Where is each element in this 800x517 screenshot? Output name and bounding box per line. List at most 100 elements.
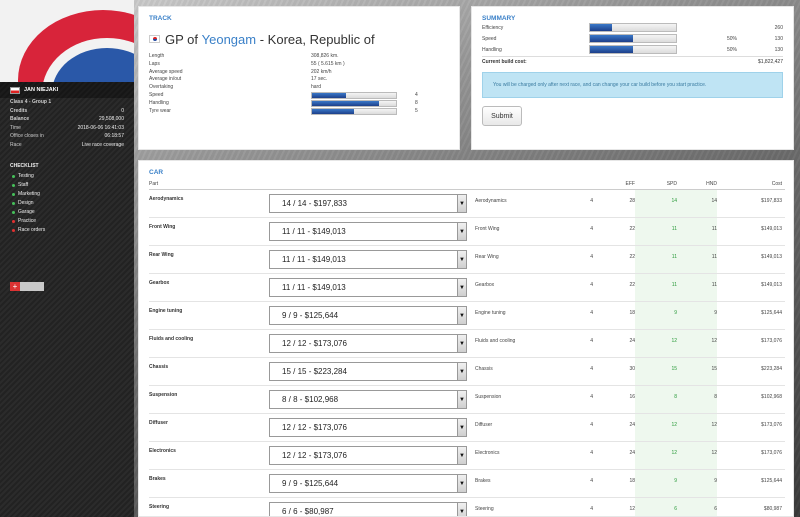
player-info-row: Credits 0 [0, 107, 134, 116]
summary-section-title: SUMMARY [482, 15, 516, 22]
part-cost: $80,987 [763, 506, 782, 512]
summary-bar-fill [590, 35, 633, 42]
part-hnd: 9 [677, 302, 717, 329]
checklist-item-testing[interactable]: Testing [12, 172, 134, 181]
track-bar-value: 5 [415, 107, 418, 114]
part-label: Chassis [475, 366, 493, 372]
dropdown-arrow-icon[interactable]: ▼ [457, 503, 466, 516]
player-info-row: Balance 29,508,000 [0, 115, 134, 124]
part-level-select[interactable]: 9 / 9 - $125,644 ▼ [269, 306, 467, 325]
dropdown-arrow-icon[interactable]: ▼ [457, 307, 466, 324]
build-cost-value: $1,822,427 [757, 59, 783, 65]
track-info-value: 202 km/h [311, 68, 332, 75]
checklist-item-garage[interactable]: Garage [12, 208, 134, 217]
part-level: 4 [590, 366, 593, 372]
part-level: 4 [590, 310, 593, 316]
part-level-select[interactable]: 15 / 15 - $223,284 ▼ [269, 362, 467, 381]
part-level-select[interactable]: 9 / 9 - $125,644 ▼ [269, 474, 467, 493]
checklist-item-marketing[interactable]: Marketing [12, 190, 134, 199]
part-level-value: 8 / 8 - $102,968 [282, 395, 339, 404]
part-hnd: 11 [677, 218, 717, 245]
switch-box [20, 282, 44, 291]
track-info-key: Laps [149, 60, 160, 67]
part-cost: $149,013 [761, 226, 782, 232]
track-info-key: Average in/out [149, 76, 182, 83]
part-level-select[interactable]: 12 / 12 - $173,076 ▼ [269, 418, 467, 437]
player-info-value: 0 [121, 107, 124, 114]
checklist-item-design[interactable]: Design [12, 199, 134, 208]
track-bar-row: Speed 4 [149, 92, 449, 100]
dropdown-arrow-icon[interactable]: ▼ [457, 279, 466, 296]
part-level-value: 14 / 14 - $197,833 [282, 199, 347, 208]
part-cost: $173,076 [761, 450, 782, 456]
dropdown-arrow-icon[interactable]: ▼ [457, 363, 466, 380]
track-bar-key: Speed [149, 91, 164, 98]
part-spd: 11 [635, 246, 677, 273]
col-cost: Cost [771, 181, 782, 187]
track-info: Length 308,826 km. Laps 55 ( 5.615 km ) Aver… [149, 53, 449, 115]
track-bar [311, 107, 397, 115]
part-eff: 22 [629, 282, 635, 288]
part-level-select[interactable]: 14 / 14 - $197,833 ▼ [269, 194, 467, 213]
track-info-value: 308,826 km. [311, 53, 339, 59]
dropdown-arrow-icon[interactable]: ▼ [457, 223, 466, 240]
dropdown-arrow-icon[interactable]: ▼ [457, 391, 466, 408]
part-hnd: 12 [677, 330, 717, 357]
part-label: Aerodynamics [475, 198, 507, 204]
dropdown-arrow-icon[interactable]: ▼ [457, 475, 466, 492]
part-level: 4 [590, 254, 593, 260]
player-info-key: Time [10, 124, 21, 131]
part-cost: $173,076 [761, 338, 782, 344]
player-info-value[interactable]: Live race coverage [81, 141, 124, 148]
summary-key: Handling [482, 46, 502, 53]
car-table-row: Rear Wing 11 / 11 - $149,013 ▼ Rear Wing 4 22… [149, 246, 785, 274]
part-hnd: 8 [677, 386, 717, 413]
part-spd: 8 [635, 386, 677, 413]
checklist-item-label: Marketing [18, 191, 40, 197]
part-select-cell: 6 / 6 - $80,987 ▼ [269, 498, 475, 516]
switch-button[interactable]: + [10, 282, 44, 291]
part-cost: $102,968 [761, 394, 782, 400]
checklist-item-staff[interactable]: Staff [12, 181, 134, 190]
checklist-item-race-orders[interactable]: Race orders [12, 226, 134, 235]
part-select-cell: 12 / 12 - $173,076 ▼ [269, 330, 475, 357]
part-level-select[interactable]: 11 / 11 - $149,013 ▼ [269, 250, 467, 269]
part-name: Rear Wing [149, 252, 174, 258]
part-level-select[interactable]: 11 / 11 - $149,013 ▼ [269, 278, 467, 297]
submit-button[interactable]: Submit [482, 106, 522, 126]
part-level-select[interactable]: 12 / 12 - $173,076 ▼ [269, 334, 467, 353]
player-info-key: Balance [10, 116, 30, 122]
player-info-key: Race [10, 141, 22, 148]
dropdown-arrow-icon[interactable]: ▼ [457, 251, 466, 268]
part-spd: 15 [635, 358, 677, 385]
track-bar-key: Tyre wear [149, 107, 171, 114]
car-table-row: Aerodynamics 14 / 14 - $197,833 ▼ Aerodynam… [149, 190, 785, 218]
part-cost: $149,013 [761, 254, 782, 260]
dropdown-arrow-icon[interactable]: ▼ [457, 195, 466, 212]
checklist-item-practice[interactable]: Practice [12, 217, 134, 226]
dropdown-arrow-icon[interactable]: ▼ [457, 335, 466, 352]
part-level: 4 [590, 394, 593, 400]
gp-location[interactable]: Yeongam [201, 31, 257, 47]
car-table-row: Front Wing 11 / 11 - $149,013 ▼ Front Wing 4… [149, 218, 785, 246]
part-select-cell: 11 / 11 - $149,013 ▼ [269, 274, 475, 301]
part-name: Engine tuning [149, 308, 183, 314]
dropdown-arrow-icon[interactable]: ▼ [457, 447, 466, 464]
track-bar-fill [312, 101, 380, 107]
part-level-select[interactable]: 12 / 12 - $173,076 ▼ [269, 446, 467, 465]
part-level-select[interactable]: 6 / 6 - $80,987 ▼ [269, 502, 467, 516]
track-info-key: Average speed [149, 68, 183, 75]
part-level: 4 [590, 506, 593, 512]
part-level-select[interactable]: 8 / 8 - $102,968 ▼ [269, 390, 467, 409]
part-select-cell: 8 / 8 - $102,968 ▼ [269, 386, 475, 413]
part-level-value: 11 / 11 - $149,013 [282, 255, 346, 264]
part-select-cell: 12 / 12 - $173,076 ▼ [269, 414, 475, 441]
track-bar [311, 100, 397, 108]
player-header[interactable]: JAN NIEJAKI [0, 82, 134, 98]
col-hnd: HND [706, 181, 717, 187]
part-level-select[interactable]: 11 / 11 - $149,013 ▼ [269, 222, 467, 241]
player-info-key: Office closes in [10, 133, 44, 139]
dropdown-arrow-icon[interactable]: ▼ [457, 419, 466, 436]
part-eff: 12 [629, 506, 635, 512]
part-level-value: 11 / 11 - $149,013 [282, 283, 346, 292]
